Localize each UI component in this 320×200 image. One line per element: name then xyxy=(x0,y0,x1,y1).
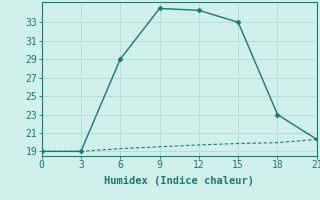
X-axis label: Humidex (Indice chaleur): Humidex (Indice chaleur) xyxy=(104,176,254,186)
